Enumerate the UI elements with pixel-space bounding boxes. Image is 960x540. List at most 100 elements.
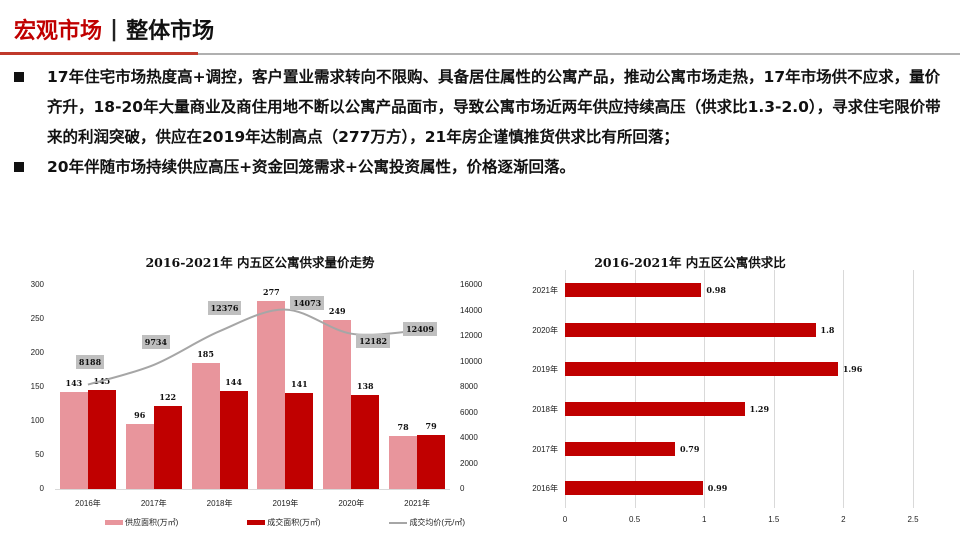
square-bullet-icon <box>14 162 24 172</box>
legend-label: 成交均价(元/㎡) <box>409 518 465 527</box>
ratio-bar <box>565 481 703 496</box>
x-axis-tick: 2 <box>841 515 846 524</box>
x-axis-tick: 1 <box>701 515 707 524</box>
y-axis-category: 2021年 <box>532 285 558 295</box>
ratio-value-label: 1.8 <box>820 324 835 335</box>
ratio-bar <box>565 441 675 456</box>
y-axis-right-tick: 6000 <box>460 407 478 417</box>
subsection-title: 整体市场 <box>126 19 215 44</box>
deal-value-label: 122 <box>159 392 177 403</box>
x-axis-tick: 2.5 <box>907 515 919 524</box>
deal-value-label: 138 <box>356 381 374 392</box>
supply-demand-price-chart: 2016-2021年 内五区公寓供求量价走势 0 50 100 150 200 250 30… <box>0 240 520 540</box>
supply-value-label: 143 <box>65 377 83 388</box>
supply-demand-ratio-chart: 2016-2021年 内五区公寓供求比 0 0.5 1 1.5 2 2.5 2021年 0.9… <box>520 240 960 540</box>
y-axis-right-tick: 12000 <box>460 331 483 340</box>
x-axis-tick: 0 <box>562 515 568 524</box>
deal-bar <box>417 435 446 489</box>
ratio-value-label: 1.96 <box>842 364 863 375</box>
gridline <box>565 270 566 508</box>
header-rule-accent <box>0 52 198 55</box>
square-bullet-icon <box>14 72 24 82</box>
y-axis-right-tick: 10000 <box>460 356 483 366</box>
y-axis-category: 2017年 <box>532 444 558 454</box>
chart-title: 2016-2021年 内五区公寓供求比 <box>594 255 786 270</box>
ratio-value-label: 0.79 <box>679 443 700 454</box>
y-axis-left-tick: 0 <box>39 484 44 493</box>
deal-value-label: 144 <box>225 377 242 388</box>
bullet-item: 20年伴随市场持续供应高压+资金回笼需求+公寓投资属性，价格逐渐回落。 <box>14 152 944 182</box>
supply-bar <box>191 363 220 489</box>
deal-value-label: 141 <box>291 379 308 390</box>
ratio-bar <box>565 322 816 337</box>
supply-value-label: 78 <box>397 421 409 432</box>
x-axis-category: 2020年 <box>338 499 365 508</box>
ratio-bar <box>565 282 702 297</box>
y-axis-left-tick: 50 <box>35 450 44 459</box>
y-axis-left-tick: 100 <box>30 416 44 425</box>
supply-value-label: 249 <box>328 305 346 316</box>
chart-title: 2016-2021年 内五区公寓供求量价走势 <box>145 255 375 270</box>
deal-bar <box>285 393 314 489</box>
supply-bar <box>323 319 352 489</box>
legend-item: 成交均价(元/㎡) <box>389 517 465 528</box>
ratio-value-label: 1.29 <box>749 403 770 414</box>
x-axis-category: 2021年 <box>404 499 430 508</box>
bullet-text: 17年住宅市场热度高+调控，客户置业需求转向不限购、具备居住属性的公寓产品，推动… <box>47 68 941 146</box>
supply-bar <box>125 423 154 489</box>
title-separator: | <box>110 16 119 42</box>
price-value-label: 8188 <box>75 354 105 369</box>
y-axis-left-tick: 300 <box>30 280 44 289</box>
x-axis-category: 2018年 <box>206 499 233 508</box>
gridline <box>634 270 636 508</box>
deal-bar <box>153 406 182 489</box>
deal-bar <box>219 391 248 489</box>
page-header: 宏观市场 | 整体市场 <box>14 14 215 45</box>
y-axis-left-tick: 250 <box>30 314 44 323</box>
gridline <box>704 270 706 508</box>
ratio-bar <box>565 362 838 377</box>
bullet-list: 17年住宅市场热度高+调控，客户置业需求转向不限购、具备居住属性的公寓产品，推动… <box>14 62 944 182</box>
supply-value-label: 277 <box>263 286 280 297</box>
legend-swatch <box>389 521 408 524</box>
supply-value-label: 96 <box>134 409 146 420</box>
x-axis-tick: 0.5 <box>629 515 641 524</box>
gridline <box>773 270 775 508</box>
price-line <box>87 308 418 386</box>
x-axis-category: 2016年 <box>75 499 101 508</box>
y-axis-left-tick: 150 <box>30 382 44 391</box>
supply-bar <box>59 391 88 489</box>
y-axis-right-tick: 0 <box>460 484 465 493</box>
price-value-label: 12409 <box>403 321 437 336</box>
supply-bar <box>257 300 286 489</box>
legend-label: 供应面积(万㎡) <box>125 518 179 527</box>
y-axis-right-tick: 8000 <box>460 382 478 391</box>
price-value-label: 9734 <box>141 334 171 349</box>
legend-item: 成交面积(万㎡) <box>247 517 321 528</box>
y-axis-right-tick: 2000 <box>460 458 478 468</box>
y-axis-right-tick: 16000 <box>460 280 483 289</box>
section-title: 宏观市场 <box>14 19 103 44</box>
x-axis-line <box>55 489 450 490</box>
y-axis-right-tick: 4000 <box>460 433 478 442</box>
x-axis-tick: 1.5 <box>768 515 780 524</box>
ratio-value-label: 0.98 <box>706 284 726 295</box>
x-axis-category: 2017年 <box>140 499 167 508</box>
ratio-value-label: 0.99 <box>707 483 728 494</box>
y-axis-category: 2019年 <box>532 365 558 375</box>
gridline <box>843 270 845 508</box>
supply-bar <box>389 435 418 489</box>
header-rule <box>198 53 960 55</box>
deal-bar <box>351 395 380 489</box>
legend-swatch <box>247 520 266 525</box>
gridline <box>913 270 914 508</box>
legend-item: 供应面积(万㎡) <box>105 517 178 528</box>
y-axis-category: 2020年 <box>532 325 558 335</box>
price-value-label: 12376 <box>207 301 242 316</box>
deal-value-label: 79 <box>425 421 437 432</box>
bullet-text: 20年伴随市场持续供应高压+资金回笼需求+公寓投资属性，价格逐渐回落。 <box>47 158 576 176</box>
price-value-label: 12182 <box>356 333 391 348</box>
bullet-item: 17年住宅市场热度高+调控，客户置业需求转向不限购、具备居住属性的公寓产品，推动… <box>14 62 944 152</box>
legend-label: 成交面积(万㎡) <box>267 518 321 527</box>
y-axis-left-tick: 200 <box>30 348 44 357</box>
